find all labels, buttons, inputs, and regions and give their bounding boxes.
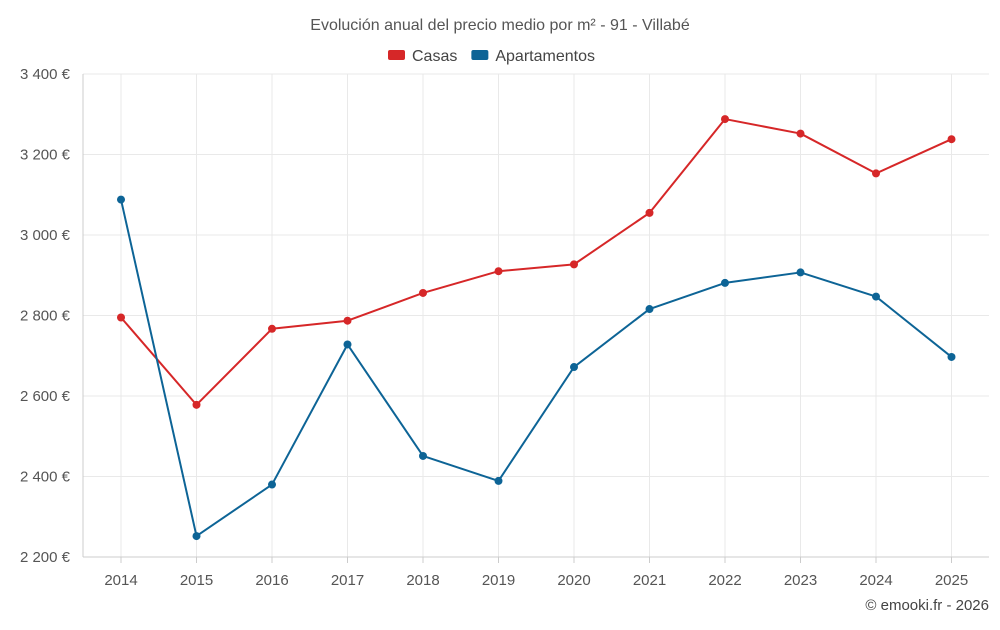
- data-point-casas-2019: [494, 267, 503, 276]
- y-tick-label: 2 200 €: [20, 549, 71, 566]
- y-tick-label: 3 200 €: [20, 147, 71, 164]
- x-tick-label: 2015: [180, 572, 213, 589]
- x-tick-label: 2021: [633, 572, 666, 589]
- data-point-casas-2024: [872, 169, 880, 178]
- data-point-apartamentos-2021: [645, 305, 654, 314]
- series-line-apartamentos: [120, 199, 953, 538]
- legend-swatch-casas: [388, 50, 405, 60]
- data-point-casas-2020: [570, 260, 578, 269]
- series-line-casas: [120, 118, 952, 406]
- x-tick-label: 2025: [935, 572, 968, 589]
- grid-layer: [83, 73, 989, 558]
- y-tick-label: 3 000 €: [20, 227, 71, 244]
- x-tick-label: 2022: [708, 572, 741, 589]
- data-point-casas-2018: [419, 288, 427, 297]
- axis-layer: 2 200 € 2 400 € 2 600 € 2 800 € 3 000 € 3 200…: [20, 66, 989, 589]
- legend-label-casas: Casas: [412, 48, 457, 65]
- data-point-casas-2014: [117, 313, 125, 322]
- credit-text: © emooki.fr - 2026: [865, 597, 989, 614]
- chart-title: Evolución anual del precio medio por m² …: [310, 17, 690, 34]
- data-point-casas-2016: [268, 324, 276, 333]
- data-point-apartamentos-2015: [192, 532, 201, 541]
- x-tick-label: 2017: [331, 572, 364, 589]
- data-point-casas-2015: [192, 400, 201, 409]
- y-tick-label: 2 800 €: [20, 308, 71, 325]
- data-point-apartamentos-2018: [419, 451, 427, 460]
- x-tick-label: 2018: [406, 572, 439, 589]
- data-point-casas-2017: [343, 316, 352, 325]
- data-point-apartamentos-2017: [343, 340, 352, 349]
- legend-swatch-apartamentos: [471, 50, 489, 60]
- series-layer: [117, 115, 956, 541]
- data-point-casas-2023: [796, 129, 805, 138]
- data-point-apartamentos-2020: [570, 363, 578, 372]
- x-tick-label: 2023: [784, 572, 817, 589]
- data-point-apartamentos-2022: [721, 278, 729, 287]
- legend: Casas Apartamentos: [388, 48, 595, 65]
- data-point-apartamentos-2025: [947, 352, 956, 361]
- data-point-apartamentos-2019: [494, 476, 503, 485]
- data-point-casas-2021: [645, 208, 654, 217]
- x-tick-label: 2020: [557, 572, 590, 589]
- data-point-casas-2022: [721, 115, 729, 124]
- data-point-apartamentos-2024: [872, 292, 880, 301]
- y-tick-label: 3 400 €: [20, 66, 71, 83]
- data-point-apartamentos-2016: [268, 480, 276, 489]
- legend-label-apartamentos: Apartamentos: [495, 48, 595, 65]
- x-tick-label: 2014: [104, 572, 137, 589]
- y-tick-label: 2 400 €: [20, 469, 71, 486]
- x-tick-label: 2019: [482, 572, 515, 589]
- data-point-casas-2025: [947, 135, 956, 144]
- data-point-apartamentos-2014: [117, 195, 125, 204]
- y-tick-label: 2 600 €: [20, 388, 71, 405]
- x-tick-label: 2024: [859, 572, 892, 589]
- data-point-apartamentos-2023: [796, 268, 805, 277]
- x-tick-label: 2016: [255, 572, 288, 589]
